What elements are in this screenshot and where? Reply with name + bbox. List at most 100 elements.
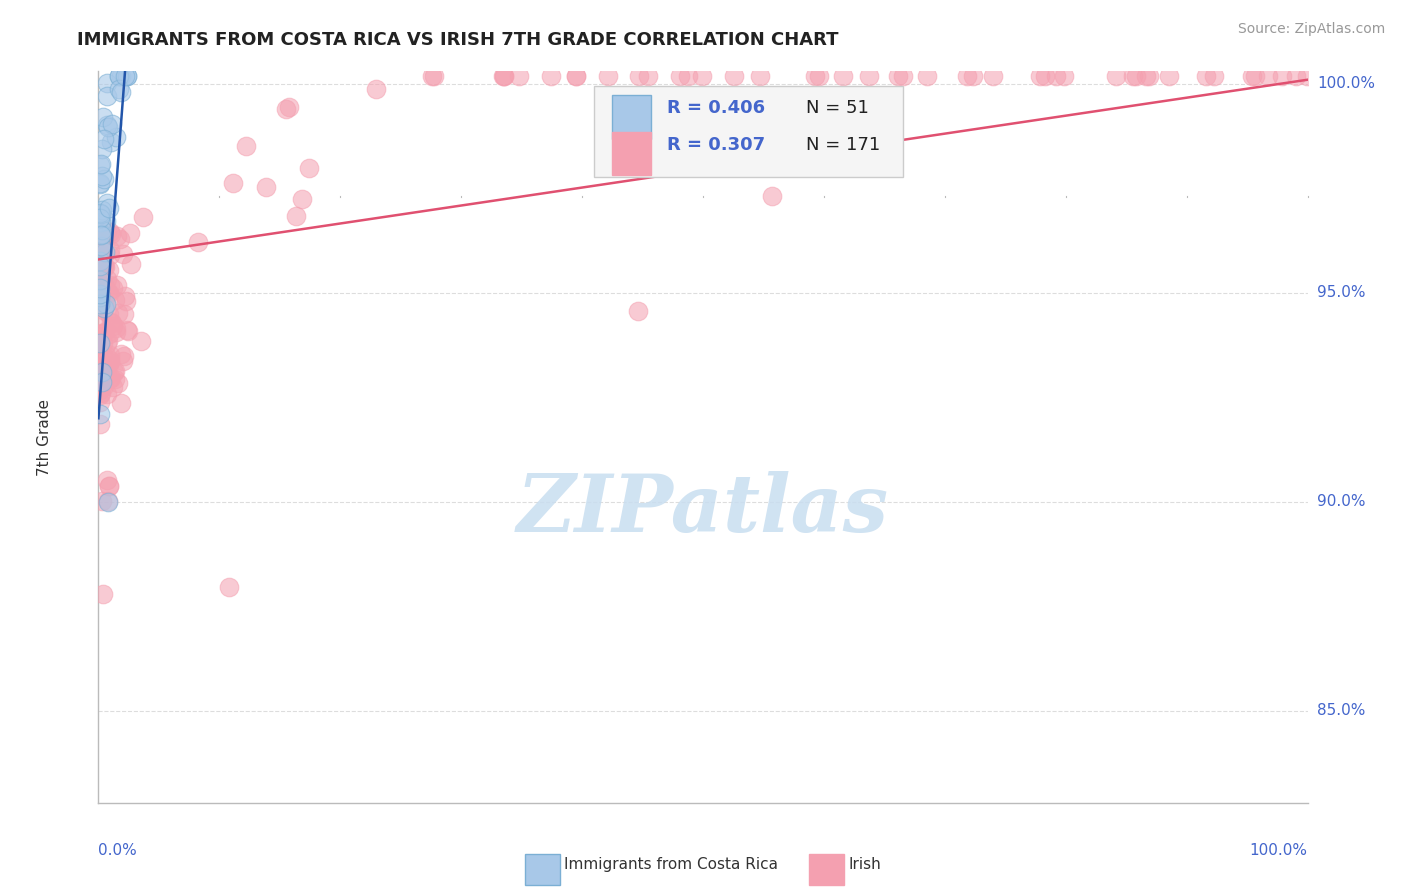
Point xyxy=(100,277,122,292)
Point xyxy=(89,290,111,304)
Point xyxy=(508,69,530,83)
Point xyxy=(89,287,111,301)
Point xyxy=(97,359,120,373)
Text: 95.0%: 95.0% xyxy=(1317,285,1365,301)
Point xyxy=(89,300,111,314)
Text: 100.0%: 100.0% xyxy=(1317,77,1375,91)
Point xyxy=(98,243,121,257)
Point xyxy=(91,234,114,248)
Point xyxy=(94,280,117,294)
Point xyxy=(1270,69,1292,83)
Point xyxy=(90,493,112,508)
Point xyxy=(96,196,118,211)
Point xyxy=(276,102,298,116)
Point xyxy=(89,369,111,384)
Point xyxy=(108,232,131,246)
Point xyxy=(89,158,111,172)
Point xyxy=(112,349,135,363)
Point xyxy=(1257,69,1279,83)
Point xyxy=(222,176,245,190)
Point xyxy=(93,260,115,274)
Point xyxy=(100,315,122,329)
Point xyxy=(91,587,114,601)
Point xyxy=(596,69,619,83)
Point xyxy=(235,139,257,153)
Point xyxy=(89,273,111,287)
Point xyxy=(89,388,111,402)
Point xyxy=(627,304,650,318)
Point xyxy=(94,214,117,228)
Point xyxy=(96,362,118,376)
Point xyxy=(93,336,115,351)
Point xyxy=(115,69,138,83)
Point xyxy=(108,69,131,83)
Text: 0.0%: 0.0% xyxy=(98,843,138,858)
Point xyxy=(105,277,128,292)
Point xyxy=(1243,69,1265,83)
Point xyxy=(676,69,699,83)
Point xyxy=(90,157,112,171)
Point xyxy=(96,348,118,362)
Point xyxy=(96,336,118,351)
Point xyxy=(110,69,132,83)
Point xyxy=(96,224,118,238)
Text: ZIPatlas: ZIPatlas xyxy=(517,472,889,549)
Point xyxy=(93,379,115,393)
Point xyxy=(98,355,121,369)
Point xyxy=(97,285,120,300)
Point xyxy=(98,372,121,386)
Point xyxy=(89,254,111,268)
Point xyxy=(93,326,115,340)
Point xyxy=(96,89,118,103)
Point xyxy=(89,265,111,279)
Point xyxy=(1105,69,1128,83)
Point xyxy=(115,69,138,83)
Point xyxy=(89,363,111,377)
Point xyxy=(89,211,111,226)
Point xyxy=(187,235,209,249)
Point xyxy=(492,69,515,83)
Point xyxy=(278,100,301,114)
Point xyxy=(90,356,112,370)
Point xyxy=(93,171,115,186)
Point xyxy=(110,347,132,361)
Text: N = 51: N = 51 xyxy=(806,99,869,117)
Point xyxy=(93,131,115,145)
Point xyxy=(98,352,121,367)
Point xyxy=(893,69,915,83)
Point xyxy=(1137,69,1160,83)
Point xyxy=(89,297,111,311)
Point xyxy=(90,207,112,221)
Point xyxy=(831,69,853,83)
Point xyxy=(97,493,120,508)
FancyBboxPatch shape xyxy=(526,854,561,885)
Point xyxy=(89,206,111,220)
Point xyxy=(90,338,112,352)
Point xyxy=(89,240,111,254)
Text: 7th Grade: 7th Grade xyxy=(37,399,52,475)
Point xyxy=(112,247,135,261)
Point xyxy=(129,334,152,349)
Point xyxy=(285,209,308,223)
Point xyxy=(494,69,516,83)
Point xyxy=(420,69,443,83)
Point xyxy=(803,69,825,83)
Point xyxy=(96,473,118,487)
Point xyxy=(105,325,128,339)
Point xyxy=(93,299,115,313)
Point xyxy=(90,215,112,229)
Point xyxy=(89,327,111,342)
Point xyxy=(1240,69,1263,83)
Point xyxy=(104,372,127,386)
Point xyxy=(93,297,115,311)
Point xyxy=(100,227,122,241)
Point xyxy=(97,202,120,216)
Point xyxy=(93,248,115,262)
Point xyxy=(218,580,240,594)
Text: Irish: Irish xyxy=(848,857,880,872)
Point xyxy=(94,293,117,308)
Point xyxy=(98,225,121,239)
Point xyxy=(858,69,880,83)
Point xyxy=(96,76,118,90)
Point xyxy=(89,236,111,251)
